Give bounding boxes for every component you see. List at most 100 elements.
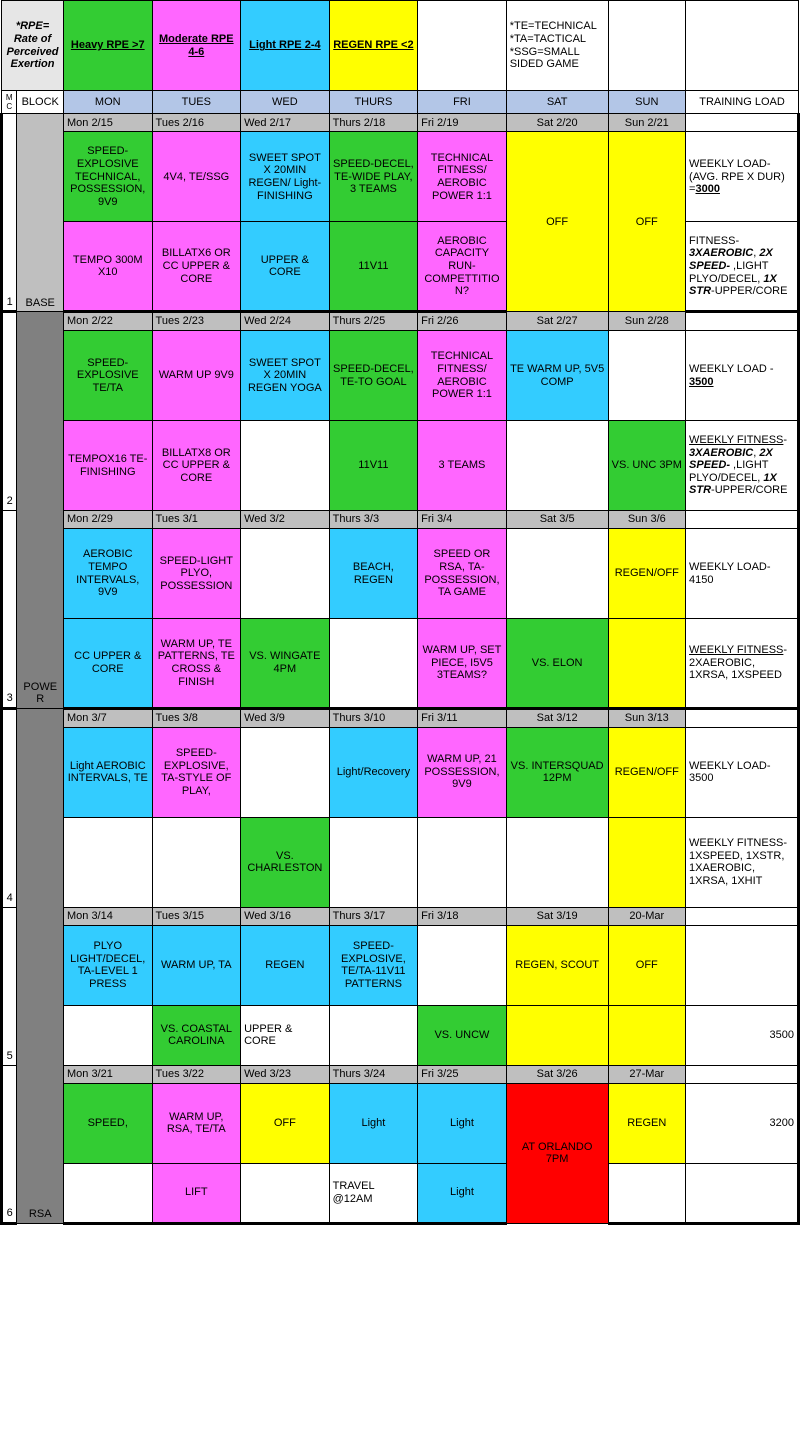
legend-blank3 — [686, 1, 799, 91]
hdr-tue: TUES — [152, 91, 241, 114]
session-cell: Light — [418, 1163, 507, 1223]
mc-2: 2 — [2, 312, 17, 511]
date-cell: Sun 2/21 — [608, 114, 685, 132]
load-cell: 3500 — [686, 1005, 799, 1065]
date-cell: Fri 3/25 — [418, 1065, 507, 1083]
session-cell: SPEED-EXPLOSIVE TECHNICAL, POSSESSION, 9… — [63, 132, 152, 222]
date-blank — [686, 709, 799, 728]
date-cell: Mon 3/21 — [63, 1065, 152, 1083]
date-blank — [686, 511, 799, 529]
date-cell: Fri 3/18 — [418, 907, 507, 925]
block-base: BASE — [17, 114, 64, 312]
session-cell — [329, 817, 418, 907]
date-blank — [686, 1065, 799, 1083]
session-cell: WARM UP, 21 POSSESSION, 9V9 — [418, 727, 507, 817]
session-cell: REGEN — [241, 925, 330, 1005]
session-cell: OFF — [506, 132, 608, 312]
legend-blank1 — [418, 1, 507, 91]
date-cell: Wed 3/23 — [241, 1065, 330, 1083]
mc-1: 1 — [2, 114, 17, 312]
session-cell: SPEED-EXPLOSIVE TE/TA — [63, 331, 152, 421]
date-cell: Mon 2/22 — [63, 312, 152, 331]
legend-abbrev: *TE=TECHNICAL *TA=TACTICAL *SSG=SMALL SI… — [506, 1, 608, 91]
date-cell: Mon 2/15 — [63, 114, 152, 132]
session-cell: WARM UP, TA — [152, 925, 241, 1005]
session-cell — [506, 421, 608, 511]
session-cell: OFF — [608, 132, 685, 312]
session-cell: VS. ELON — [506, 619, 608, 709]
date-cell: Tues 3/15 — [152, 907, 241, 925]
session-cell: WARM UP, RSA, TE/TA — [152, 1083, 241, 1163]
session-cell — [506, 817, 608, 907]
session-cell — [608, 619, 685, 709]
session-cell — [63, 1005, 152, 1065]
hdr-mc: MC — [2, 91, 17, 114]
session-cell: LIFT — [152, 1163, 241, 1223]
session-cell: SWEET SPOT X 20MIN REGEN/ Light-FINISHIN… — [241, 132, 330, 222]
load-cell: FITNESS- 3XAEROBIC, 2X SPEED- ,LIGHT PLY… — [686, 222, 799, 312]
load-cell: WEEKLY LOAD-(AVG. RPE X DUR) =3000 — [686, 132, 799, 222]
hdr-load: TRAINING LOAD — [686, 91, 799, 114]
session-cell: WARM UP 9V9 — [152, 331, 241, 421]
mc-6: 6 — [2, 1065, 17, 1223]
session-cell: VS. UNCW — [418, 1005, 507, 1065]
session-cell: REGEN — [608, 1083, 685, 1163]
date-cell: Thurs 3/10 — [329, 709, 418, 728]
date-cell: 20-Mar — [608, 907, 685, 925]
date-blank — [686, 114, 799, 132]
session-cell: REGEN, SCOUT — [506, 925, 608, 1005]
date-cell: Thurs 2/25 — [329, 312, 418, 331]
session-cell: SPEED-DECEL, TE-TO GOAL — [329, 331, 418, 421]
date-cell: Sun 2/28 — [608, 312, 685, 331]
hdr-block: BLOCK — [17, 91, 64, 114]
legend-moderate: Moderate RPE 4-6 — [152, 1, 241, 91]
date-cell: Thurs 2/18 — [329, 114, 418, 132]
session-cell — [608, 1005, 685, 1065]
date-cell: Wed 2/17 — [241, 114, 330, 132]
hdr-mon: MON — [63, 91, 152, 114]
session-cell: TEMPO 300M X10 — [63, 222, 152, 312]
block-power: POWER — [17, 312, 64, 709]
date-cell: Sat 3/19 — [506, 907, 608, 925]
date-cell: Sat 3/26 — [506, 1065, 608, 1083]
date-cell: Thurs 3/24 — [329, 1065, 418, 1083]
session-cell: UPPER & CORE — [241, 222, 330, 312]
load-cell: WEEKLY LOAD-3500 — [686, 727, 799, 817]
session-cell: 3 TEAMS — [418, 421, 507, 511]
session-cell: Light — [329, 1083, 418, 1163]
date-blank — [686, 312, 799, 331]
session-cell: VS. CHARLESTON — [241, 817, 330, 907]
load-cell — [686, 1163, 799, 1223]
load-cell: 3200 — [686, 1083, 799, 1163]
session-cell: SWEET SPOT X 20MIN REGEN YOGA — [241, 331, 330, 421]
session-cell — [608, 1163, 685, 1223]
hdr-sun: SUN — [608, 91, 685, 114]
block-rsa: RSA — [17, 709, 64, 1224]
hdr-thu: THURS — [329, 91, 418, 114]
session-cell — [63, 1163, 152, 1223]
date-blank — [686, 907, 799, 925]
date-cell: Mon 2/29 — [63, 511, 152, 529]
session-cell — [506, 1005, 608, 1065]
session-cell: AEROBIC CAPACITY RUN-COMPETTITION? — [418, 222, 507, 312]
session-cell: TE WARM UP, 5V5 COMP — [506, 331, 608, 421]
session-cell — [329, 1005, 418, 1065]
session-cell: VS. INTERSQUAD 12PM — [506, 727, 608, 817]
date-cell: Wed 3/16 — [241, 907, 330, 925]
session-cell — [241, 529, 330, 619]
session-cell: WARM UP, SET PIECE, I5V5 3TEAMS? — [418, 619, 507, 709]
session-cell: VS. UNC 3PM — [608, 421, 685, 511]
session-cell: SPEED-EXPLOSIVE, TE/TA-11V11 PATTERNS — [329, 925, 418, 1005]
session-cell: CC UPPER & CORE — [63, 619, 152, 709]
date-cell: Mon 3/7 — [63, 709, 152, 728]
session-cell: TRAVEL @12AM — [329, 1163, 418, 1223]
session-cell: VS. WINGATE 4PM — [241, 619, 330, 709]
session-cell: PLYO LIGHT/DECEL, TA-LEVEL 1 PRESS — [63, 925, 152, 1005]
load-cell: WEEKLY FITNESS-1XSPEED, 1XSTR, 1XAEROBIC… — [686, 817, 799, 907]
session-cell — [241, 421, 330, 511]
session-cell: TECHNICAL FITNESS/ AEROBIC POWER 1:1 — [418, 331, 507, 421]
date-cell: Thurs 3/3 — [329, 511, 418, 529]
session-cell — [152, 817, 241, 907]
session-cell — [506, 529, 608, 619]
session-cell: SPEED OR RSA, TA-POSSESSION, TA GAME — [418, 529, 507, 619]
